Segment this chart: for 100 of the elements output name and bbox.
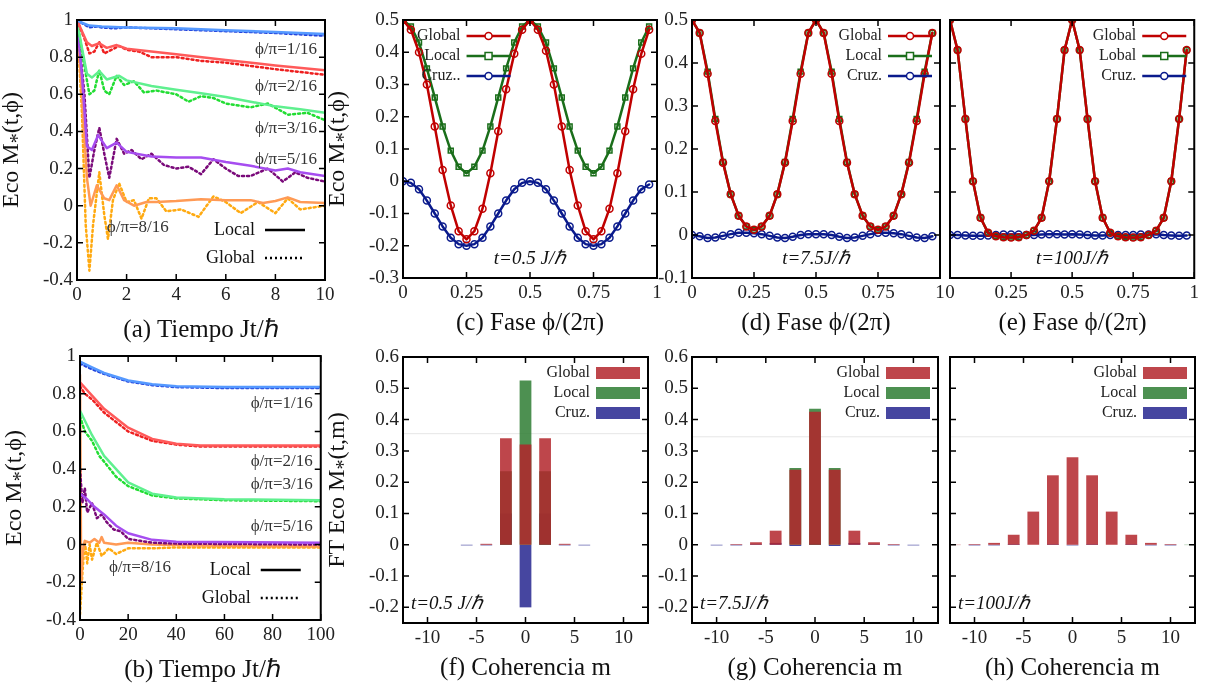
legend-label: Global — [838, 26, 883, 44]
x-axis-title: (g) Coherencia m — [726, 653, 904, 681]
legend-label: Cruz. — [554, 403, 590, 421]
annotation: ϕ/π=2/16 — [254, 75, 317, 95]
y-tick-label: 0.6 — [49, 82, 73, 104]
x-tick-label: 5 — [859, 626, 869, 648]
x-tick-label: 40 — [166, 623, 186, 645]
annotation: ϕ/π=5/16 — [254, 149, 317, 169]
x-tick-label: 0 — [1067, 626, 1078, 648]
annotation: ϕ/π=2/16 — [250, 451, 313, 471]
y-tick-label: 0.2 — [375, 470, 399, 492]
legend-label: Global — [1092, 26, 1137, 44]
x-tick-label: 0 — [520, 626, 531, 648]
y-tick-label: 0.5 — [375, 7, 399, 29]
annotation: t=100J/ℏ — [958, 592, 1032, 613]
y-tick-label: -0.3 — [368, 265, 399, 287]
y-tick-label: 0.8 — [52, 381, 76, 403]
annotation: t=0.5 J/ℏ — [411, 592, 485, 613]
annotation: ϕ/π=3/16 — [250, 473, 313, 493]
x-tick-label: 80 — [263, 623, 283, 645]
y-tick-label: 0.3 — [375, 72, 399, 94]
annotation: ϕ/π=1/16 — [254, 39, 317, 59]
y-tick-label: 0.1 — [664, 179, 688, 201]
legend-label: Cruz. — [1101, 403, 1137, 421]
y-tick-label: 0.3 — [664, 93, 688, 115]
x-tick-label: 0.5 — [804, 281, 828, 303]
x-tick-label: 1 — [935, 281, 945, 303]
y-tick-label: 0.6 — [375, 344, 399, 366]
legend-label: Cruz. — [1101, 66, 1137, 84]
y-tick-label: 0.5 — [375, 376, 399, 398]
y-tick-label: 0.2 — [375, 104, 399, 126]
y-tick-label: -0.4 — [45, 607, 77, 629]
annotation: ϕ/π=8/16 — [106, 217, 169, 237]
legend-label: Global — [1093, 363, 1138, 381]
x-tick-label: 6 — [221, 283, 231, 305]
y-tick-label: -0.2 — [368, 233, 399, 255]
legend-label: Local — [424, 46, 462, 64]
y-tick-label: -0.1 — [657, 564, 688, 586]
annotation: t=7.5J/ℏ — [782, 247, 851, 268]
y-tick-label: 0 — [389, 532, 399, 554]
x-tick-label: -10 — [414, 626, 441, 648]
y-tick-label: -0.2 — [42, 230, 73, 252]
y-tick-label: 0.4 — [375, 407, 400, 429]
y-tick-label: 0.4 — [664, 50, 689, 72]
y-tick-label: 0.6 — [664, 344, 688, 366]
y-tick-label: -0.1 — [368, 201, 399, 223]
x-tick-label: 0.25 — [737, 281, 771, 303]
y-tick-label: 0.3 — [664, 438, 688, 460]
x-tick-label: 10 — [903, 626, 923, 648]
y-tick-label: -0.4 — [42, 267, 74, 289]
legend-label: Global — [417, 26, 462, 44]
legend-label: Lobal — [1098, 46, 1137, 64]
x-tick-label: 10 — [1161, 626, 1180, 648]
x-axis-title: (h) Coherencia m — [984, 653, 1161, 681]
x-axis-title: (a) Tiempo Jt/ℏ — [122, 314, 280, 344]
legend-label: Cruz. — [844, 403, 880, 421]
x-axis-title: (b) Tiempo Jt/ℏ — [123, 654, 282, 684]
legend-label: Local — [843, 383, 881, 401]
y-tick-label: 0.6 — [52, 419, 76, 441]
legend-label: Global — [836, 363, 881, 381]
y-tick-label: -0.2 — [657, 595, 688, 617]
x-tick-label: 0.5 — [1060, 281, 1084, 303]
x-tick-label: 0.25 — [449, 281, 484, 303]
y-tick-label: -0.2 — [368, 595, 399, 617]
x-tick-label: 60 — [214, 623, 234, 645]
annotation: Global — [206, 246, 255, 267]
x-tick-label: 1 — [1189, 281, 1199, 303]
legend-label: Local — [553, 383, 591, 401]
y-tick-label: 0 — [63, 193, 73, 215]
y-tick-label: 0.5 — [664, 376, 688, 398]
x-tick-label: 0.75 — [1116, 281, 1150, 303]
y-tick-label: 0.4 — [375, 40, 400, 62]
y-tick-label: -0.1 — [657, 265, 688, 287]
annotation: t=0.5 J/ℏ — [493, 247, 568, 268]
y-tick-label: -0.1 — [368, 564, 399, 586]
y-tick-label: 0.4 — [664, 407, 689, 429]
y-tick-label: 0.5 — [664, 7, 688, 29]
x-tick-label: 2 — [121, 283, 132, 305]
y-tick-label: 0.4 — [52, 457, 77, 479]
legend-label: Cruz. — [846, 66, 882, 84]
annotation: ϕ/π=8/16 — [108, 556, 171, 576]
legend-label: Local — [845, 46, 883, 64]
x-tick-label: 100 — [306, 623, 335, 645]
legend-label: Local — [1100, 383, 1138, 401]
x-tick-label: 0.25 — [994, 281, 1028, 303]
annotation: t=7.5J/ℏ — [700, 592, 769, 613]
x-tick-label: 5 — [1116, 626, 1127, 648]
x-axis-title: (d) Fase ϕ/(2π) — [740, 308, 892, 336]
x-tick-label: -5 — [757, 626, 774, 648]
y-tick-label: 0.1 — [375, 136, 399, 158]
y-tick-label: 0 — [66, 532, 76, 554]
x-tick-label: 10 — [614, 626, 633, 648]
x-tick-label: -10 — [703, 626, 730, 648]
y-tick-label: 0 — [678, 532, 688, 554]
y-tick-label: -0.2 — [45, 570, 76, 592]
x-tick-label: 0.75 — [861, 281, 895, 303]
legend-label: Global — [546, 363, 591, 381]
y-tick-label: 0.2 — [664, 470, 688, 492]
x-tick-label: 10 — [315, 283, 335, 305]
annotation: Local — [209, 558, 251, 579]
